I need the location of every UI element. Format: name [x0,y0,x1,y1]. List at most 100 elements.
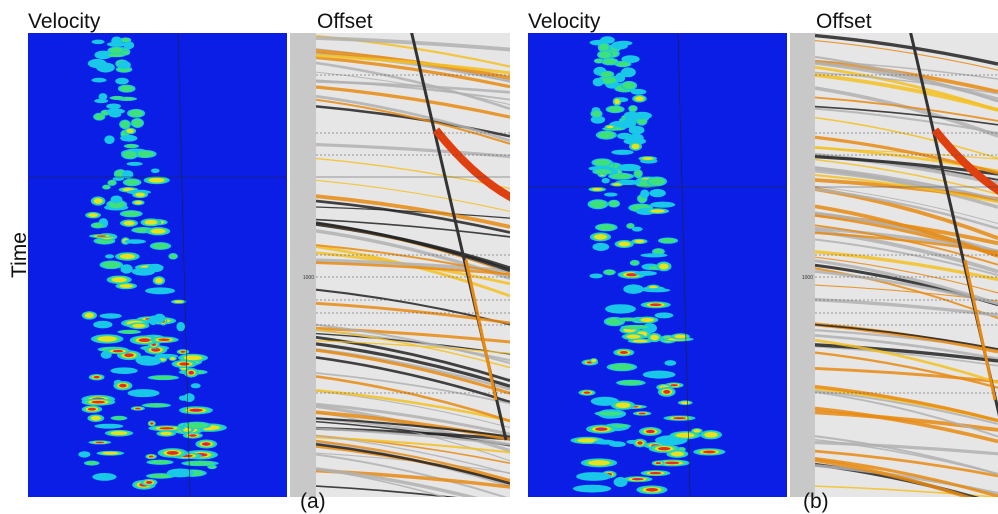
guide-line [677,33,691,497]
semblance-blob [148,177,165,183]
semblance-blob [634,170,642,178]
semblance-blob [655,462,661,465]
event [815,334,998,361]
semblance-blob [124,353,134,358]
semblance-blob [630,88,647,95]
event [316,389,510,423]
event [815,96,998,122]
semblance-blob [650,334,659,341]
time-tick-label: 1000 [802,275,813,281]
event [316,442,510,485]
event [316,485,458,497]
event [316,179,510,212]
guide-line [177,33,191,497]
semblance-blob [122,150,137,159]
semblance-blob [609,363,635,371]
semblance-blob [649,303,662,307]
event [316,467,479,497]
event [815,338,998,384]
semblance-blob [121,50,130,55]
semblance-blob [608,441,626,448]
semblance-blob [92,222,104,228]
semblance-blob [190,434,195,437]
event [815,485,998,497]
semblance-blob [593,159,611,166]
semblance-blob [601,177,610,184]
semblance-blob [93,198,103,204]
semblance-blob [150,422,153,425]
semblance-blob [97,442,103,443]
event [963,259,997,401]
semblance-blob [93,320,113,329]
semblance-blob [630,260,639,266]
semblance-blob [123,220,135,226]
event [815,166,998,201]
event [316,79,510,101]
semblance-blob [92,472,117,481]
semblance-blob [204,443,209,445]
semblance-blob [118,60,131,70]
semblance-blob [94,113,105,120]
semblance-blob [598,51,612,59]
semblance-blob [599,76,617,84]
event [316,85,510,119]
semblance-blob [124,239,146,244]
event [464,259,498,401]
gather [815,33,998,497]
offset-label: Offset [816,10,872,33]
semblance-blob [670,384,678,387]
event [815,410,998,432]
semblance-blob [623,284,644,294]
velocity-label: Velocity [28,10,101,33]
event [316,439,510,482]
semblance-blob [147,481,151,484]
event [316,468,448,497]
semblance-blob [602,58,618,65]
event [316,258,510,273]
semblance-blob [155,277,163,284]
semblance-blob [597,411,623,416]
semblance-blob [179,362,190,366]
event [316,218,510,238]
semblance-blob [632,111,652,120]
semblance-blob [635,96,644,102]
semblance-blob [702,450,716,454]
semblance-blob [649,471,662,475]
event [316,61,510,111]
event [316,301,510,325]
semblance-blob [88,213,98,218]
semblance-blob [594,58,603,63]
semblance-blob [623,325,649,329]
semblance-blob [634,239,645,243]
semblance-blob [583,391,591,394]
semblance-blob [640,189,650,199]
semblance-blob [120,134,138,142]
semblance-blob [121,170,134,179]
event [815,238,998,277]
semblance-blob [591,110,602,117]
event [815,256,998,294]
event [316,356,510,404]
semblance-blob [119,330,139,334]
event [316,453,508,497]
semblance-blob [108,53,124,57]
semblance-blob [640,253,668,258]
semblance-blob [704,431,718,438]
semblance-blob [174,300,184,303]
semblance-blob [110,367,138,374]
semblance-blob [111,96,124,100]
semblance-blob [680,401,690,405]
semblance-blob [611,149,634,155]
semblance-blob [589,200,607,209]
semblance-blob [648,177,666,186]
semblance-blob [98,93,108,100]
semblance-blob [594,234,607,240]
semblance-blob [119,383,127,388]
semblance-blob [642,157,654,160]
semblance-blob [645,488,659,492]
semblance [528,33,787,497]
semblance-blob [101,261,121,269]
event [815,105,998,126]
semblance-blob [176,321,185,332]
semblance-blob [590,115,606,124]
